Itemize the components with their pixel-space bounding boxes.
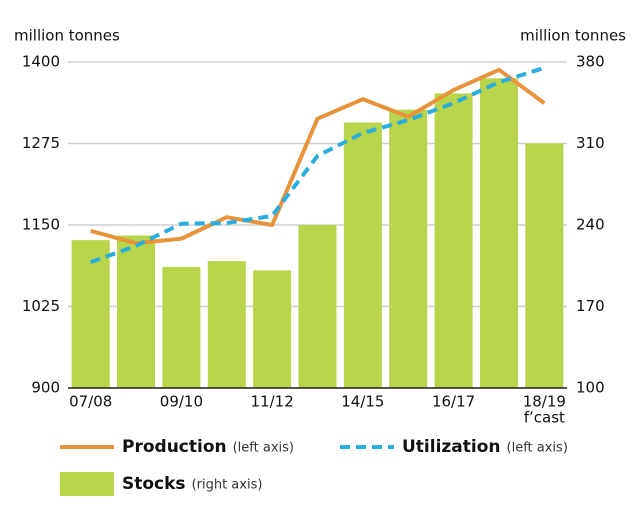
x-tick-label: 16/17 <box>432 393 475 411</box>
x-tick-label: 09/10 <box>160 393 203 411</box>
bar <box>253 270 292 388</box>
y-tick-label: 1025 <box>22 297 60 315</box>
y-tick-label: 1400 <box>22 53 60 71</box>
y2-tick-label: 170 <box>576 297 605 315</box>
x-tick-label: 11/12 <box>251 393 294 411</box>
y-tick-label: 1150 <box>22 216 60 234</box>
bar <box>389 109 428 388</box>
bar <box>117 235 156 388</box>
x-tick-label: 14/15 <box>341 393 384 411</box>
y2-tick-label: 310 <box>576 134 605 152</box>
x-tick-label: 07/08 <box>69 393 112 411</box>
legend-label: Stocks <box>122 474 186 494</box>
y2-tick-label: 240 <box>576 216 605 234</box>
y-axis-label: million tonnes <box>14 27 120 45</box>
x-tick-label: 18/19 <box>523 393 566 411</box>
bar <box>71 240 110 388</box>
line-series <box>90 65 545 265</box>
legend-swatch <box>60 472 114 496</box>
y-tick-label: 900 <box>31 379 60 397</box>
legend-label: Production <box>122 437 227 457</box>
bar <box>343 122 382 389</box>
legend-note: (right axis) <box>192 478 263 493</box>
y-tick-label: 1275 <box>22 134 60 152</box>
legend-label: Utilization <box>402 437 501 457</box>
legend-note: (left axis) <box>233 441 294 456</box>
bar <box>298 225 337 388</box>
bar <box>479 78 518 389</box>
y2-tick-label: 380 <box>576 53 605 71</box>
bar <box>207 261 246 388</box>
bar <box>162 266 201 388</box>
line-series <box>90 67 546 246</box>
legend-note: (left axis) <box>507 441 568 456</box>
bar <box>525 143 564 388</box>
y2-axis-label: million tonnes <box>520 27 626 45</box>
bar <box>434 93 473 388</box>
x-tick-note: f’cast <box>524 409 565 427</box>
y2-tick-label: 100 <box>576 379 605 397</box>
